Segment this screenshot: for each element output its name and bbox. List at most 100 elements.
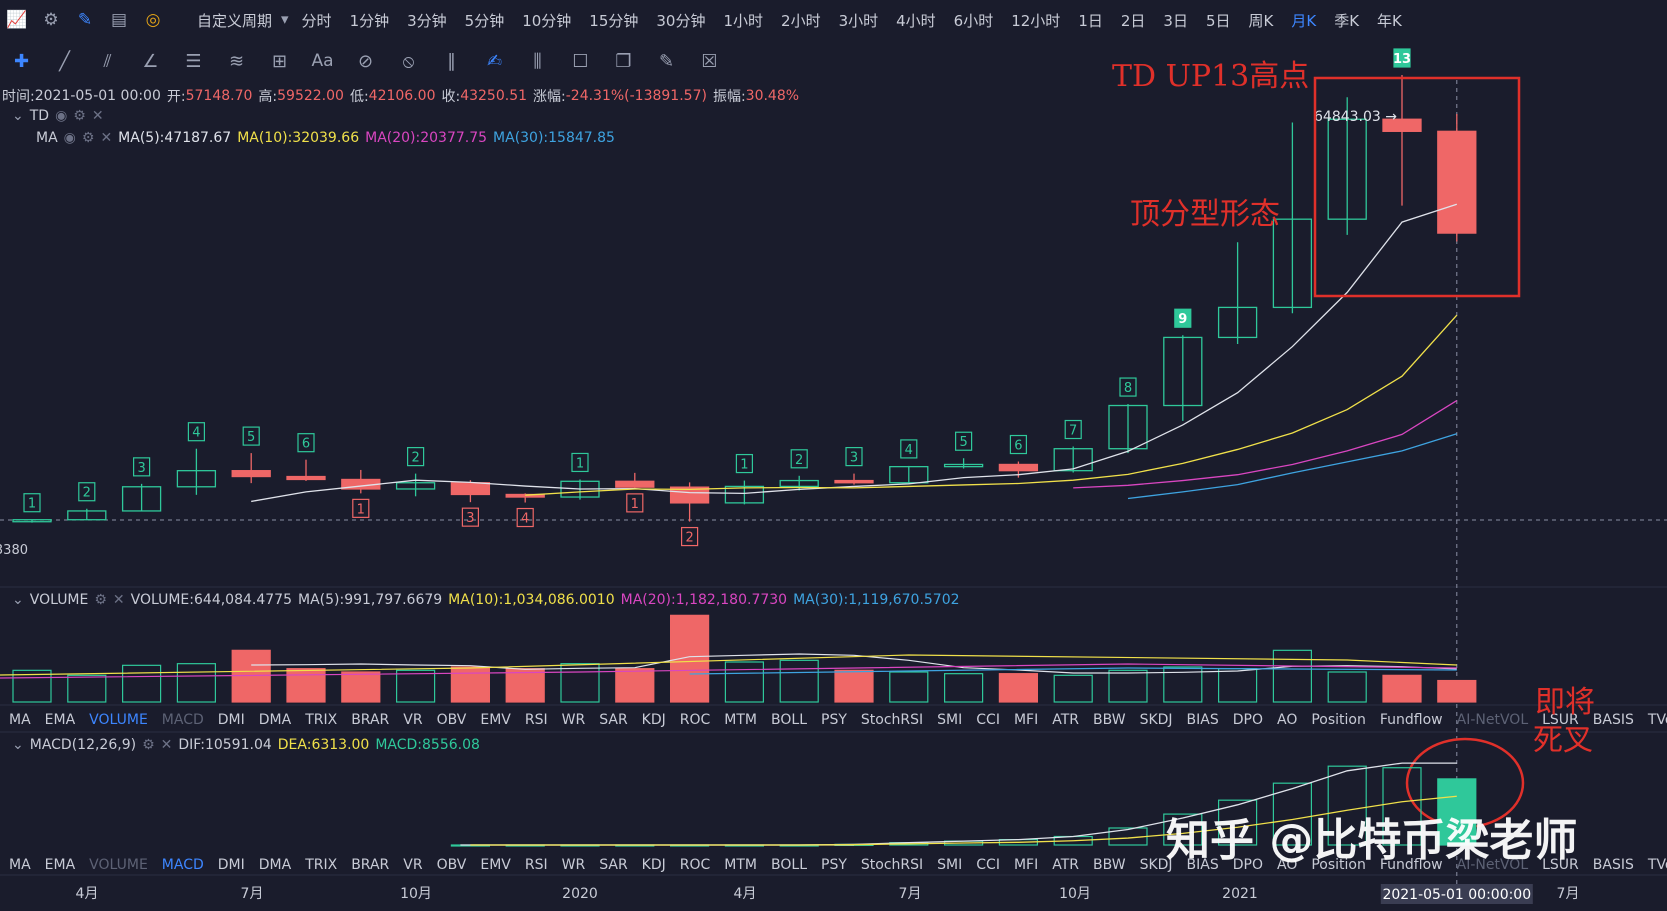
indicator-tab-ao[interactable]: AO [1277,857,1298,873]
period-20[interactable]: 年K [1377,11,1402,30]
indicator-tab-vr[interactable]: VR [403,857,423,873]
period-9[interactable]: 3小时 [838,11,879,30]
indicator-tab-vr[interactable]: VR [403,712,423,728]
indicator-tab-obv[interactable]: OBV [436,712,467,728]
magnet-icon[interactable]: ⫼ [533,50,542,72]
indicator-tab-bbw[interactable]: BBW [1093,857,1126,873]
indicator-tab-emv[interactable]: EMV [480,857,511,873]
period-0[interactable]: 分时 [301,11,332,30]
indicator-tab-atr[interactable]: ATR [1052,712,1079,728]
indicator-tab-ma[interactable]: MA [9,857,31,873]
period-6[interactable]: 30分钟 [656,11,706,30]
indicator-tab-stochrsi[interactable]: StochRSI [860,857,924,873]
period-3[interactable]: 5分钟 [464,11,505,30]
settings-icon[interactable]: ⚙ [43,10,59,30]
eye-icon[interactable]: ◉ [55,108,68,124]
collapse-icon[interactable]: ⌄ [12,108,24,124]
indicator-tab-sar[interactable]: SAR [599,857,628,873]
indicator-tab-rsi[interactable]: RSI [524,857,548,873]
indicator-tab-ma[interactable]: MA [9,712,31,728]
lock-icon[interactable]: ☐ [572,50,589,72]
indicator-tab-dma[interactable]: DMA [258,857,292,873]
fib-icon[interactable]: ☰ [185,50,202,72]
eraser-icon[interactable]: ⦸ [402,50,415,72]
indicator-tab-obv[interactable]: OBV [436,857,467,873]
close-icon[interactable]: ✕ [91,108,104,124]
indicator-tab-dmi[interactable]: DMI [217,712,245,728]
indicator-tab-brar[interactable]: BRAR [351,857,390,873]
period-19[interactable]: 季K [1334,11,1360,30]
indicator-tab-cci[interactable]: CCI [976,712,1000,728]
collapse-icon[interactable]: ⌄ [12,737,24,753]
close-icon[interactable]: ✕ [112,592,125,608]
dropdown-arrow-icon[interactable]: ▾ [281,9,289,28]
indicator-tab-mfi[interactable]: MFI [1013,857,1039,873]
period-14[interactable]: 2日 [1120,11,1146,30]
period-15[interactable]: 3日 [1163,11,1188,30]
close-icon[interactable]: ✕ [100,130,113,146]
indicator-tab-trix[interactable]: TRIX [305,712,338,728]
indicator-tab-bbw[interactable]: BBW [1093,712,1126,728]
pen-icon[interactable]: ✎ [77,10,93,30]
period-12[interactable]: 12小时 [1011,11,1061,30]
period-2[interactable]: 3分钟 [407,11,447,30]
indicator-tab-ema[interactable]: EMA [44,857,76,873]
indicator-tab-kdj[interactable]: KDJ [641,857,666,873]
period-7[interactable]: 1小时 [723,11,764,30]
indicator-tab-position[interactable]: Position [1311,857,1366,873]
period-5[interactable]: 15分钟 [589,11,639,30]
period-18[interactable]: 月K [1291,11,1317,30]
indicator-tab-psy[interactable]: PSY [821,712,847,728]
indicator-tab-basis[interactable]: BASIS [1592,857,1634,873]
indicator-tab-skdj[interactable]: SKDJ [1139,712,1173,728]
text-tool[interactable]: Aa [311,51,334,71]
indicator-tab-ao[interactable]: AO [1277,712,1298,728]
indicator-tab-atr[interactable]: ATR [1052,857,1079,873]
pattern-icon[interactable]: ≋ [228,50,245,72]
indicator-tab-dma[interactable]: DMA [258,712,292,728]
indicator-tab-roc[interactable]: ROC [679,857,711,873]
indicator-tab-fundflow[interactable]: Fundflow [1379,712,1443,728]
indicator-tab-brar[interactable]: BRAR [351,712,390,728]
indicator-tab-dmi[interactable]: DMI [217,857,245,873]
gear-icon[interactable]: ⚙ [73,108,86,124]
indicator-tab-basis[interactable]: BASIS [1592,712,1634,728]
brush-icon[interactable]: ⊘ [357,50,374,72]
collapse-icon[interactable]: ⌄ [12,592,24,608]
indicator-tab-roc[interactable]: ROC [679,712,711,728]
period-1[interactable]: 1分钟 [349,11,390,30]
indicator-tab-wr[interactable]: WR [561,712,586,728]
indicator-tab-lsur[interactable]: LSUR [1542,857,1579,873]
indicator-tab-psy[interactable]: PSY [821,857,847,873]
indicator-tab-kdj[interactable]: KDJ [641,712,666,728]
eye-icon[interactable]: ◉ [63,130,76,146]
measure-icon[interactable]: ⊞ [271,50,288,72]
close-icon[interactable]: ✕ [160,737,173,753]
indicator-tab-tvolume[interactable]: TVolume [1647,857,1667,873]
indicator-tab-mtm[interactable]: MTM [724,857,758,873]
indicator-tab-stochrsi[interactable]: StochRSI [860,712,924,728]
highlight-icon[interactable]: ✍ [486,50,503,72]
indicator-tab-smi[interactable]: SMI [937,857,963,873]
indicator-tab-ema[interactable]: EMA [44,712,76,728]
delete-icon[interactable]: ☒ [701,50,718,72]
line-icon[interactable]: ╱ [59,50,70,72]
indicator-tab-cci[interactable]: CCI [976,857,1000,873]
indicator-tab-mtm[interactable]: MTM [724,712,758,728]
indicator-tab-macd[interactable]: MACD [161,857,204,873]
period-13[interactable]: 1日 [1078,11,1103,30]
indicator-tab-dpo[interactable]: DPO [1232,857,1263,873]
period-17[interactable]: 周K [1248,11,1274,30]
indicator-tab-emv[interactable]: EMV [480,712,511,728]
period-4[interactable]: 10分钟 [522,11,572,30]
period-8[interactable]: 2小时 [781,11,821,30]
indicator-tab-dpo[interactable]: DPO [1232,712,1263,728]
indicator-tab-tvolume[interactable]: TVolume [1647,712,1667,728]
indicator-tab-boll[interactable]: BOLL [771,712,807,728]
note-icon[interactable]: ✎ [658,50,675,72]
indicator-tab-sar[interactable]: SAR [599,712,628,728]
indicator-tab-ai-netvol[interactable]: AI-NetVOL [1456,712,1529,728]
indicator-tab-volume[interactable]: VOLUME [89,857,148,873]
angle-icon[interactable]: ∠ [142,50,159,72]
crosshair-icon[interactable]: ✚ [13,50,30,72]
